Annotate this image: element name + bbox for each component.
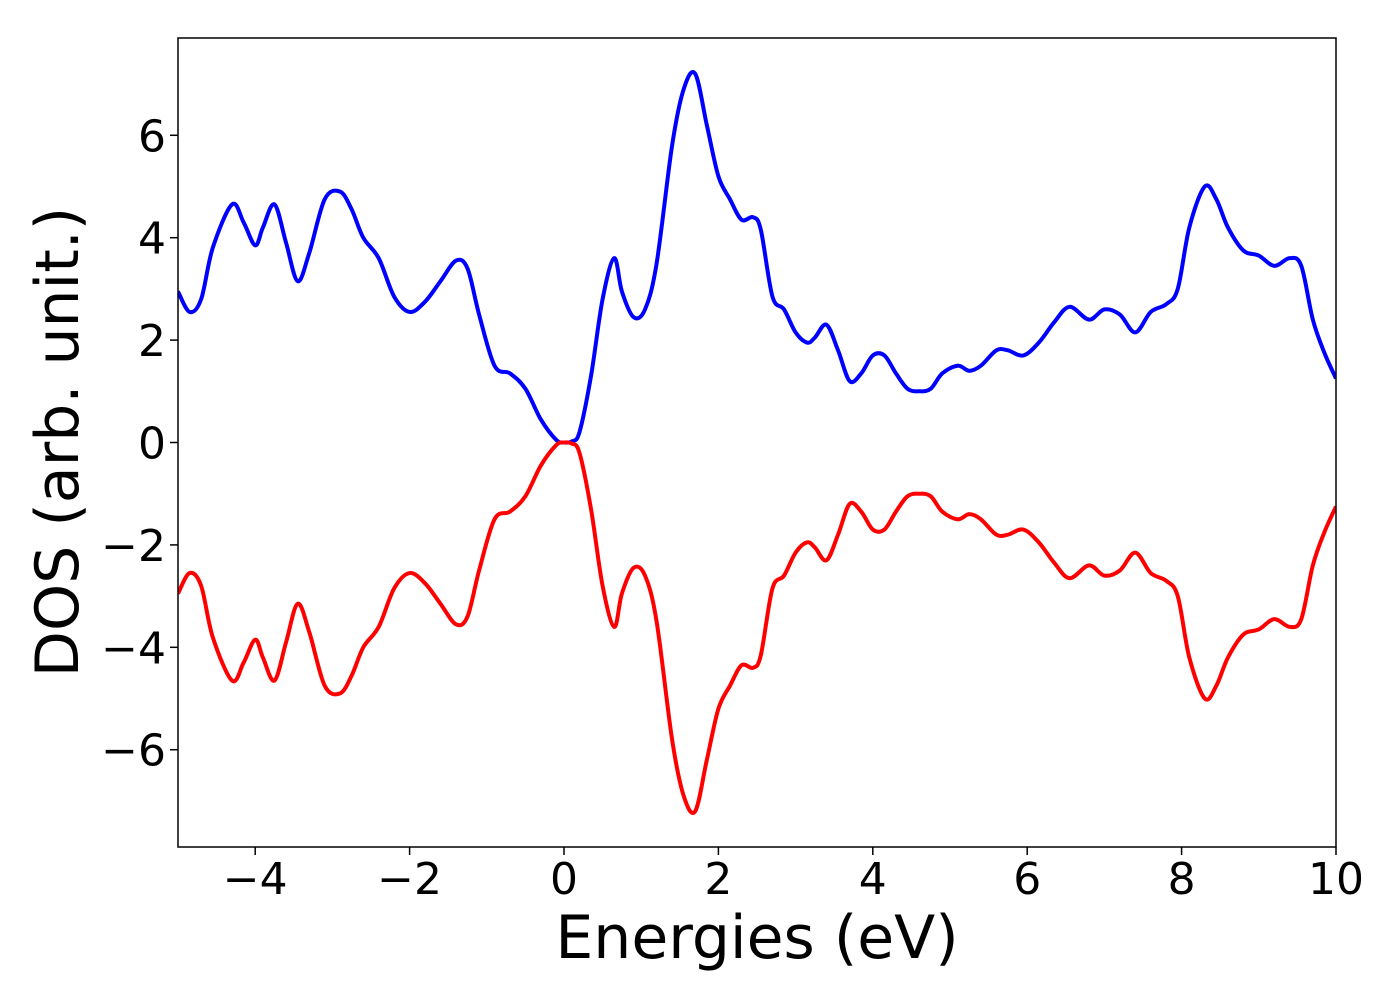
- y-tick-label: 2: [138, 316, 166, 367]
- y-tick-label: −2: [101, 521, 166, 572]
- x-tick-label: 6: [1013, 854, 1041, 905]
- series-line-upper: [178, 70, 1336, 445]
- x-tick-label: 4: [859, 854, 887, 905]
- y-tick-label: 6: [138, 111, 166, 162]
- x-tick-label: 10: [1308, 854, 1364, 905]
- y-tick-label: 4: [138, 214, 166, 265]
- y-tick-label: 0: [138, 419, 166, 470]
- x-axis: −4 −2 0 2 4 6 8 10: [223, 847, 1364, 905]
- x-tick-label: 2: [704, 854, 732, 905]
- x-tick-label: −2: [377, 854, 442, 905]
- y-tick-label: −6: [101, 726, 166, 777]
- y-axis-label: DOS (arb. unit.): [23, 207, 93, 677]
- x-tick-label: 0: [550, 854, 578, 905]
- y-tick-label: −4: [101, 623, 166, 674]
- x-tick-label: 8: [1168, 854, 1196, 905]
- y-axis: −6 −4 −2 0 2 4 6: [101, 111, 178, 777]
- x-axis-label: Energies (eV): [555, 903, 958, 973]
- series-line-lower: [178, 440, 1336, 815]
- series-layer: [178, 70, 1336, 815]
- x-tick-label: −4: [223, 854, 288, 905]
